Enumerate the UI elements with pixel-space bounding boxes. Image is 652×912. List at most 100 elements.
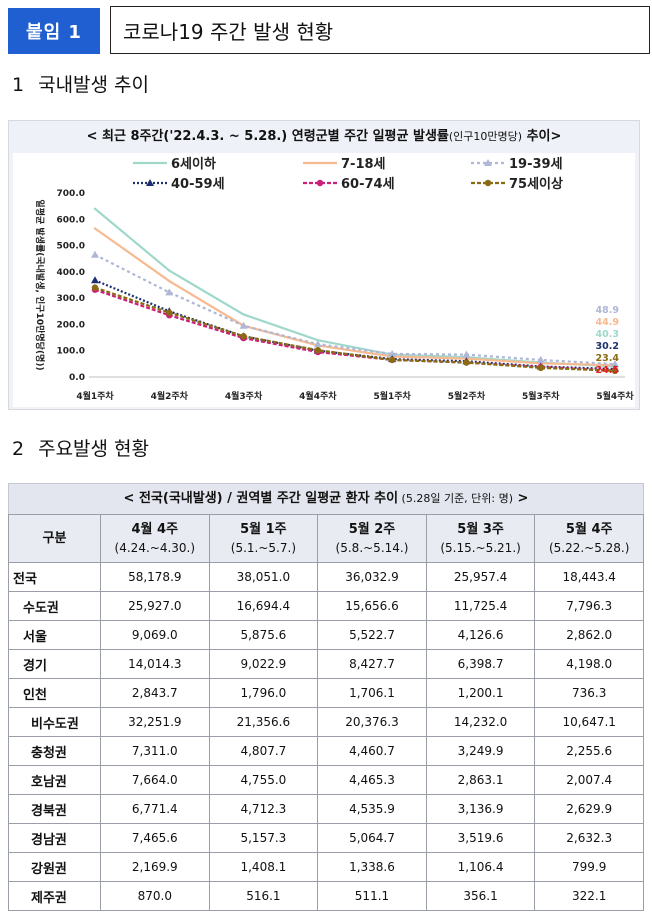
x-tick-label: 4월3주차 bbox=[225, 390, 263, 402]
series-point bbox=[462, 350, 471, 358]
table-cell: 3,136.9 bbox=[425, 794, 536, 824]
table-cell: 3,519.6 bbox=[425, 823, 536, 853]
y-tick-label: 100.0 bbox=[57, 347, 85, 357]
table-cell: 5,875.6 bbox=[208, 620, 319, 650]
table-cell: 14,014.3 bbox=[100, 649, 210, 679]
header-col-1: 5월 1주 (5.1.~5.7.) bbox=[208, 514, 319, 563]
table-cell: 1,408.1 bbox=[208, 852, 319, 882]
x-tick-label: 4월1주차 bbox=[76, 390, 114, 402]
header-period: (5.22.~5.28.) bbox=[548, 540, 630, 555]
section-1-title: 국내발생 추이 bbox=[38, 74, 150, 96]
table-row: 인천 2,843.7 1,796.0 1,706.1 1,200.1 736.3 bbox=[8, 678, 644, 708]
series-point bbox=[93, 227, 97, 230]
row-label: 인천 bbox=[8, 678, 101, 708]
x-tick-label: 5월3주차 bbox=[522, 390, 560, 402]
x-tick-label: 5월1주차 bbox=[373, 390, 411, 402]
table-cell: 8,427.7 bbox=[317, 649, 427, 679]
row-label: 제주권 bbox=[8, 881, 101, 911]
page-title: 코로나19 주간 발생 현황 bbox=[110, 6, 650, 54]
table-row: 경북권 6,771.4 4,712.3 4,535.9 3,136.9 2,629.9 bbox=[8, 794, 644, 824]
series-line-4 bbox=[94, 288, 616, 372]
series-end-label: 44.9 bbox=[596, 317, 619, 328]
attachment-badge: 붙임 1 bbox=[8, 8, 100, 54]
table-cell: 58,178.9 bbox=[100, 562, 210, 592]
legend-label: 40-59세 bbox=[171, 177, 225, 192]
x-tick-label: 4월4주차 bbox=[299, 390, 337, 402]
row-label: 수도권 bbox=[8, 591, 101, 621]
legend-marker bbox=[316, 179, 324, 187]
table-row: 수도권 25,927.0 16,694.4 15,656.6 11,725.4 7,796… bbox=[8, 591, 644, 621]
series-point bbox=[611, 360, 619, 368]
table-cell: 736.3 bbox=[534, 678, 644, 708]
table-cell: 4,712.3 bbox=[208, 794, 319, 824]
table-cell: 7,465.6 bbox=[100, 823, 210, 853]
section-2-number: 2 bbox=[12, 438, 25, 460]
series-end-label: 30.2 bbox=[596, 341, 619, 352]
chart-title-unit: (인구10만명당) bbox=[448, 130, 523, 143]
table-cell: 4,126.6 bbox=[425, 620, 536, 650]
series-end-label: 23.4 bbox=[596, 353, 620, 364]
table-cell: 2,169.9 bbox=[100, 852, 210, 882]
table-cell: 5,064.7 bbox=[317, 823, 427, 853]
table-cell: 4,465.3 bbox=[317, 765, 427, 795]
table-cell: 21,356.6 bbox=[208, 707, 319, 737]
chart-title-main: < 최근 8주간('22.4.3. ~ 5.28.) 연령군별 주간 일평균 발… bbox=[86, 129, 449, 144]
table-title-end: > bbox=[513, 491, 529, 506]
table-header-row: 구분 4월 4주 (4.24.~4.30.) 5월 1주 (5.1.~5.7.) 5월 … bbox=[8, 514, 644, 563]
row-label: 경북권 bbox=[8, 794, 101, 824]
table-cell: 2,007.4 bbox=[534, 765, 644, 795]
row-label: 충청권 bbox=[8, 736, 101, 766]
table-row: 전국 58,178.9 38,051.0 36,032.9 25,957.4 18,443… bbox=[8, 562, 644, 592]
series-line-1 bbox=[94, 227, 616, 367]
series-line-5 bbox=[94, 286, 616, 372]
y-tick-label: 700.0 bbox=[57, 189, 85, 199]
table-cell: 7,311.0 bbox=[100, 736, 210, 766]
header-col-0: 4월 4주 (4.24.~4.30.) bbox=[100, 514, 210, 563]
table-cell: 322.1 bbox=[534, 881, 644, 911]
y-tick-label: 300.0 bbox=[57, 294, 85, 304]
table-cell: 1,106.4 bbox=[425, 852, 536, 882]
table-row: 호남권 7,664.0 4,755.0 4,465.3 2,863.1 2,007.4 bbox=[8, 765, 644, 795]
series-point bbox=[91, 250, 99, 258]
table-row: 강원권 2,169.9 1,408.1 1,338.6 1,106.4 799.9 bbox=[8, 852, 644, 882]
table-row: 경남권 7,465.6 5,157.3 5,064.7 3,519.6 2,632.3 bbox=[8, 823, 644, 853]
section-2-title: 주요발생 현황 bbox=[38, 438, 150, 460]
table-cell: 2,255.6 bbox=[534, 736, 644, 766]
table-cell: 9,069.0 bbox=[100, 620, 210, 650]
series-point bbox=[93, 207, 97, 210]
row-label: 서울 bbox=[8, 620, 101, 650]
table-cell: 7,664.0 bbox=[100, 765, 210, 795]
header-label: 구분 bbox=[8, 514, 101, 563]
table-cell: 511.1 bbox=[317, 881, 427, 911]
series-point bbox=[537, 364, 544, 371]
legend-marker bbox=[484, 179, 492, 187]
series-point bbox=[239, 321, 248, 329]
row-label: 호남권 bbox=[8, 765, 101, 795]
table-cell: 4,755.0 bbox=[208, 765, 319, 795]
table-cell: 799.9 bbox=[534, 852, 644, 882]
table-cell: 1,338.6 bbox=[317, 852, 427, 882]
y-axis-label: 일평균 발생률(국내발생, 인구10만명당(명)) bbox=[34, 199, 46, 370]
table-cell: 4,535.9 bbox=[317, 794, 427, 824]
table-cell: 2,862.0 bbox=[534, 620, 644, 650]
series-end-label: 40.3 bbox=[596, 329, 619, 340]
row-label: 전국 bbox=[8, 562, 101, 592]
table-cell: 5,157.3 bbox=[208, 823, 319, 853]
x-tick-label: 5월4주차 bbox=[596, 390, 634, 402]
legend-label: 19-39세 bbox=[509, 157, 563, 172]
table-row: 경기 14,014.3 9,022.9 8,427.7 6,398.7 4,198.0 bbox=[8, 649, 644, 679]
legend-label: 75세이상 bbox=[509, 176, 563, 192]
table-cell: 6,771.4 bbox=[100, 794, 210, 824]
series-point bbox=[463, 359, 470, 366]
series-line-0 bbox=[94, 207, 616, 368]
table-cell: 20,376.3 bbox=[317, 707, 427, 737]
table-title: < 전국(국내발생) / 권역별 주간 일평균 환자 추이 (5.28일 기준,… bbox=[8, 483, 644, 514]
x-tick-label: 4월2주차 bbox=[151, 390, 189, 402]
series-point bbox=[313, 340, 322, 348]
y-tick-label: 200.0 bbox=[57, 320, 85, 330]
table-row: 제주권 870.0 516.1 511.1 356.1 322.1 bbox=[8, 881, 644, 911]
series-point bbox=[388, 349, 397, 357]
table-cell: 3,249.9 bbox=[425, 736, 536, 766]
series-point bbox=[240, 333, 247, 340]
series-point bbox=[91, 276, 99, 284]
